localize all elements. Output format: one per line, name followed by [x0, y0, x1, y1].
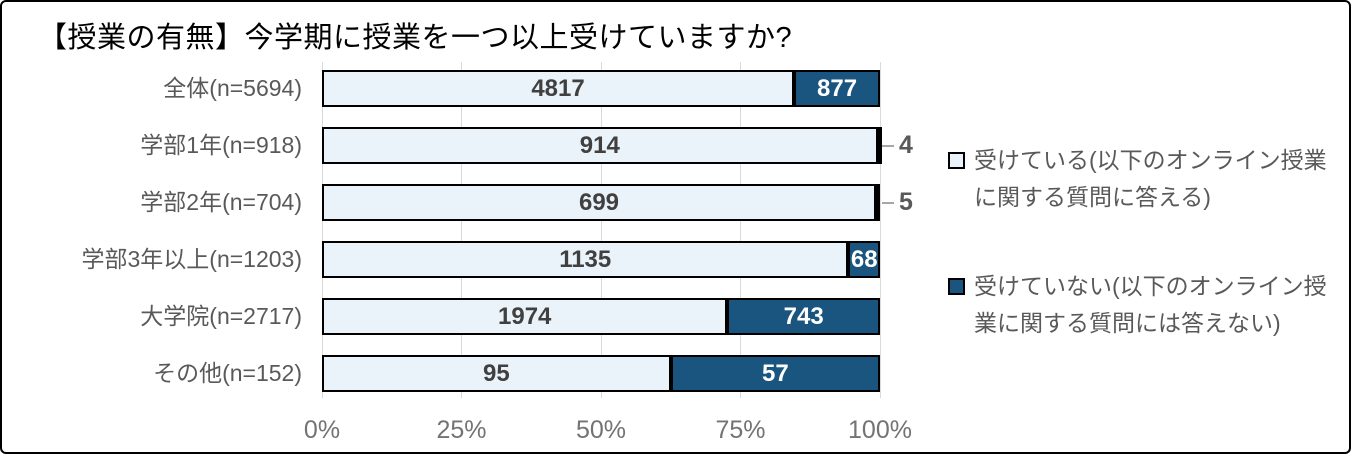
bar-segment-no: 68 [848, 241, 880, 278]
bar-segment-yes: 1974 [322, 298, 728, 335]
legend-swatch-yes [948, 152, 965, 169]
legend-label-no: 受けていない(以下のオンライン授業に関する質問には答えない) [974, 273, 1327, 336]
bar-segment-no: 57 [670, 355, 880, 392]
bar-segment-no: 743 [727, 298, 880, 335]
legend-swatch-no [948, 278, 965, 295]
bar-row: 699 [322, 184, 881, 221]
bar-value-label-yes: 699 [578, 188, 620, 216]
category-label: 大学院(n=2717) [140, 303, 302, 329]
legend-item-no: 受けていない(以下のオンライン授業に関する質問には答えない) [948, 268, 1348, 342]
bar-value-label-yes: 914 [579, 131, 620, 159]
bar-value-label-no: 743 [783, 302, 824, 330]
outside-value-text: 4 [899, 131, 913, 159]
bar-value-label-yes: 95 [483, 359, 510, 387]
legend-label-yes: 受けている(以下のオンライン授業に関する質問に答える) [974, 147, 1327, 210]
bar-segment-no [876, 184, 881, 221]
legend: 受けている(以下のオンライン授業に関する質問に答える) 受けていない(以下のオン… [948, 2, 1348, 452]
category-label: 学部3年以上(n=1203) [81, 246, 303, 272]
bar-segment-yes: 95 [322, 355, 671, 392]
category-label: 学部1年(n=918) [140, 132, 302, 158]
bar-segment-no [877, 127, 882, 164]
category-label: その他(n=152) [153, 360, 302, 386]
x-axis-tick-label: 0% [303, 416, 341, 444]
bar-row: 4817 877 [322, 70, 880, 107]
leader-line [882, 201, 894, 204]
x-axis-tick-label: 25% [436, 416, 487, 444]
bar-row: 1974 743 [322, 298, 880, 335]
bar-row: 1135 68 [322, 241, 880, 278]
outside-value-text: 5 [899, 188, 913, 216]
leader-line [882, 144, 894, 147]
x-axis-tick-label: 50% [575, 416, 627, 444]
category-axis: 全体(n=5694) 学部1年(n=918) 学部2年(n=704) 学部3年以上(n… [2, 62, 310, 398]
outside-value-label: 4 [882, 127, 913, 164]
category-label: 全体(n=5694) [163, 75, 302, 101]
bar-value-label-no: 877 [817, 74, 858, 102]
bar-value-label-no: 57 [762, 359, 789, 387]
chart-title: 【授業の有無】今学期に授業を一つ以上受けていますか? [38, 22, 793, 54]
gridline [600, 62, 602, 398]
bar-value-label-yes: 4817 [531, 74, 585, 102]
gridline [879, 62, 881, 398]
bar-row: 95 57 [322, 355, 880, 392]
bar-segment-yes: 914 [322, 127, 878, 164]
bar-value-label-yes: 1974 [498, 302, 552, 330]
plot-area: 0% 25% 50% 75% 100% 4817 877 914 4 699 5 1135 68 1974… [304, 62, 913, 444]
bar-value-label-no: 68 [850, 245, 878, 273]
gridline [461, 62, 462, 398]
bar-segment-yes: 4817 [322, 70, 795, 107]
x-axis-tick-label: 75% [715, 416, 766, 444]
bar-segment-yes: 1135 [322, 241, 849, 278]
category-label: 学部2年(n=704) [140, 189, 302, 215]
bar-row: 914 [322, 127, 882, 164]
gridline [740, 62, 741, 398]
bar-value-label-yes: 1135 [559, 245, 612, 273]
x-axis-tick-label: 100% [848, 416, 912, 444]
legend-item-yes: 受けている(以下のオンライン授業に関する質問に答える) [948, 142, 1348, 216]
bar-segment-yes: 699 [322, 184, 877, 221]
bar-segment-no: 877 [794, 70, 880, 107]
outside-value-label: 5 [882, 184, 913, 221]
gridline [321, 62, 323, 398]
